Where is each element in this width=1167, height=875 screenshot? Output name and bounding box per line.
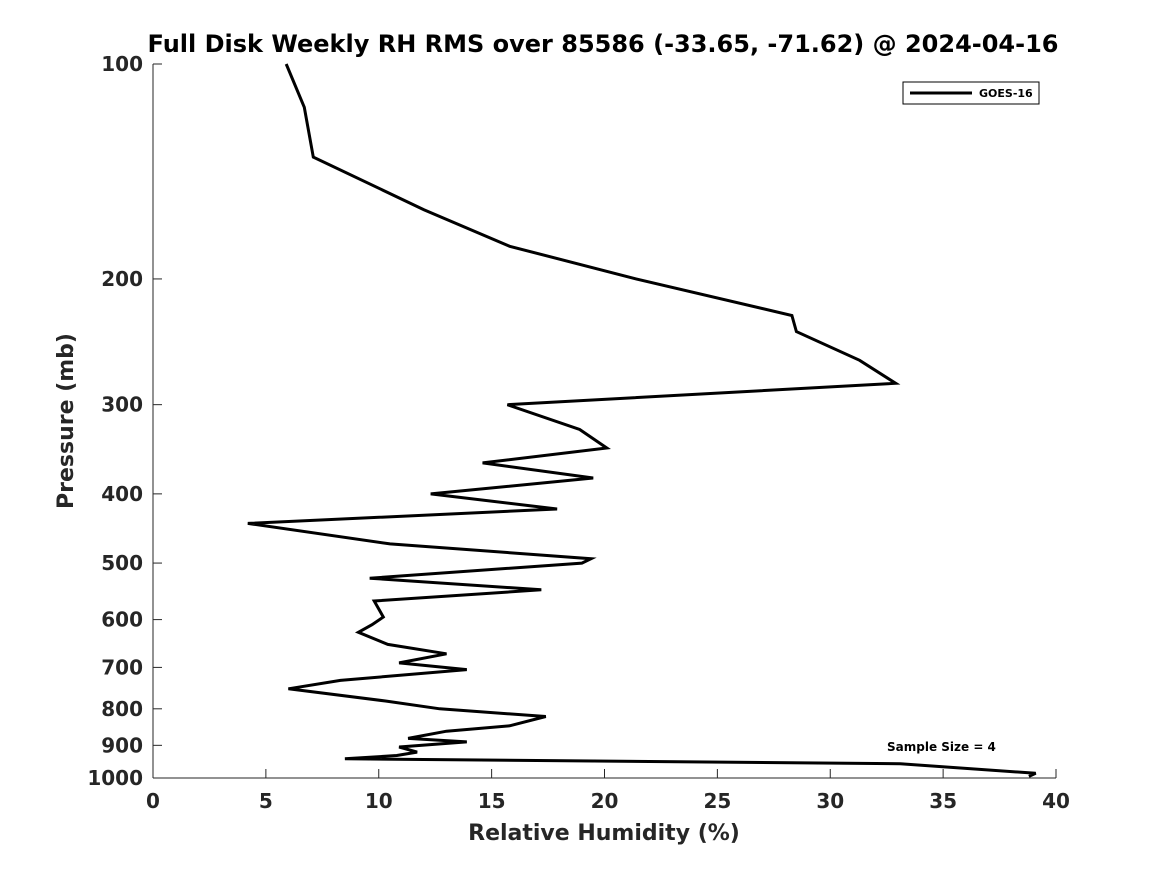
x-tick-label: 5 (259, 789, 273, 813)
x-tick-label: 30 (816, 789, 844, 813)
x-tick-label: 40 (1042, 789, 1070, 813)
x-tick-label: 15 (478, 789, 506, 813)
axes (152, 64, 1056, 779)
legend: GOES-16 (902, 81, 1040, 105)
x-axis-ticks: 0 5 10 15 20 25 30 35 40 (146, 769, 1070, 813)
y-tick-label: 800 (101, 697, 143, 721)
y-tick-label: 600 (101, 608, 143, 632)
sample-size-annotation: Sample Size = 4 (887, 740, 996, 754)
y-tick-label: 100 (101, 52, 143, 76)
y-tick-label: 700 (101, 655, 143, 679)
series-line-goes16 (247, 63, 1037, 778)
legend-label-goes16: GOES-16 (979, 87, 1033, 100)
y-tick-label: 900 (101, 733, 143, 757)
y-axis-ticks: 100 200 300 400 500 600 700 800 900 1000 (87, 52, 162, 790)
y-tick-label: 300 (101, 393, 143, 417)
y-tick-label: 200 (101, 267, 143, 291)
y-tick-label: 400 (101, 482, 143, 506)
x-tick-label: 25 (703, 789, 731, 813)
y-tick-label: 500 (101, 551, 143, 575)
x-tick-label: 0 (146, 789, 160, 813)
x-axis-label: Relative Humidity (%) (468, 821, 740, 846)
x-tick-label: 20 (591, 789, 619, 813)
x-tick-label: 10 (365, 789, 393, 813)
chart-title: Full Disk Weekly RH RMS over 85586 (-33.… (148, 30, 1059, 58)
plot-lines (247, 63, 1037, 778)
x-tick-label: 35 (929, 789, 957, 813)
y-axis-label: Pressure (mb) (54, 333, 79, 509)
y-tick-label: 1000 (87, 766, 143, 790)
